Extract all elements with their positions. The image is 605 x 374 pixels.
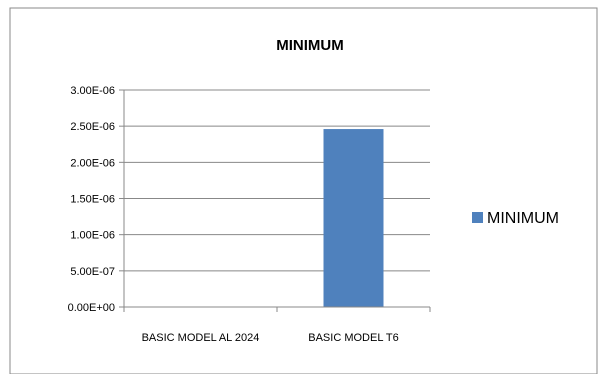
x-tick-label: BASIC MODEL T6 (308, 332, 398, 344)
bar (323, 129, 384, 307)
y-tick-label: 2.00E-06 (70, 157, 115, 169)
y-tick-label: 0.00E+00 (68, 302, 115, 314)
chart-title: MINIMUM (276, 37, 344, 54)
y-tick-label: 1.00E-06 (70, 230, 115, 242)
y-tick-label: 3.00E-06 (70, 85, 115, 97)
chart-frame (9, 7, 598, 374)
y-tick-label: 1.50E-06 (70, 194, 115, 206)
bars (323, 129, 384, 307)
y-tick-label: 5.00E-07 (70, 266, 115, 278)
legend-label: MINIMUM (487, 210, 559, 227)
x-tick-label: BASIC MODEL AL 2024 (142, 332, 260, 344)
y-tick-labels: 0.00E+00 5.00E-07 1.00E-06 1.50E-06 2.00E-06… (68, 85, 124, 314)
x-tick-labels: BASIC MODEL AL 2024 BASIC MODEL T6 (123, 307, 431, 344)
legend: MINIMUM (472, 210, 559, 227)
y-tick-label: 2.50E-06 (70, 121, 115, 133)
legend-swatch (472, 212, 483, 223)
